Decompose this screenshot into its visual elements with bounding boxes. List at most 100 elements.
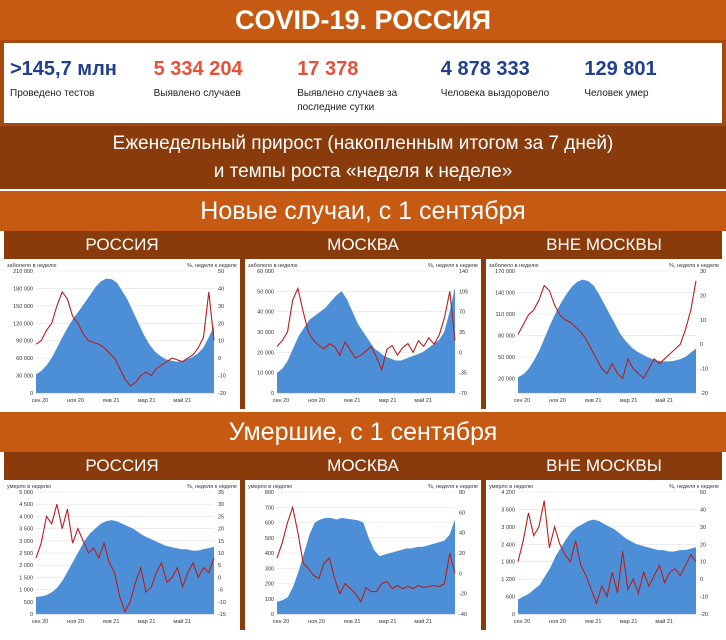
y-right-tick: 20 (218, 321, 224, 327)
page-title: COVID-19. РОССИЯ (0, 0, 726, 40)
y-left-tick: 20 000 (498, 377, 515, 383)
panel-divider (240, 231, 245, 409)
y-left-tick: 60 000 (16, 356, 33, 362)
section-title-deaths: Умершие, с 1 сентября (0, 412, 726, 452)
chart-svg: заболело в неделю %, неделя к неделе 20 00… (489, 263, 719, 404)
stat-recovered: 4 878 333 Человека выздоровело (435, 43, 579, 123)
y-left-tick: 1 200 (501, 577, 515, 583)
y-left-tick: 0 (30, 391, 33, 397)
y-left-tick: 50 000 (498, 355, 515, 361)
subtitle-line-2: и темпы роста «неделя к неделе» (213, 161, 513, 182)
y-left-tick: 1 000 (19, 588, 33, 594)
y-left-tick: 210 000 (13, 269, 33, 275)
chart-panel: МОСКВА заболело в неделю %, неделя к недел… (245, 231, 481, 409)
y-left-tick: 4 200 (501, 490, 515, 496)
y-left-tick: 0 (30, 612, 33, 618)
line-series (276, 505, 456, 604)
left-axis-label: умерло в неделю (489, 484, 533, 490)
y-right-tick: 30 (218, 304, 224, 310)
x-tick: сен 20 (514, 398, 531, 404)
y-left-tick: 110 000 (496, 312, 515, 318)
line-series (35, 504, 215, 613)
panel-divider (240, 452, 245, 630)
stat-deaths: 129 801 Человек умер (578, 43, 722, 123)
y-left-tick: 5 000 (19, 490, 33, 496)
x-tick: май 21 (655, 397, 673, 404)
y-right-tick: 105 (459, 289, 468, 295)
area-series (36, 278, 214, 393)
y-right-tick: -20 (700, 612, 708, 618)
area-series (277, 287, 455, 393)
y-right-tick: 5 (218, 563, 221, 569)
right-axis-label: %, неделя к неделе (669, 263, 719, 269)
y-right-tick: 10 (700, 318, 706, 324)
y-left-tick: 3 000 (501, 525, 515, 531)
left-axis-label: заболело в неделю (489, 263, 538, 269)
left-axis-label: умерло в неделю (248, 484, 292, 490)
chart-svg: заболело в неделю %, неделя к неделе 0 10 0… (248, 263, 478, 404)
y-left-tick: 170 000 (495, 269, 515, 275)
y-right-tick: 0 (459, 571, 462, 577)
left-axis-label: заболело в неделю (248, 263, 297, 269)
chart-svg: умерло в неделю%, неделя к неделе0100200… (248, 484, 478, 625)
panel-title: РОССИЯ (4, 231, 240, 259)
x-tick: янв 21 (344, 398, 361, 404)
x-tick: сен 20 (32, 398, 49, 404)
panel-title: ВНЕ МОСКВЫ (486, 231, 722, 259)
x-tick: мар 21 (620, 398, 638, 404)
y-left-tick: 10 000 (257, 371, 274, 377)
right-axis-label: %, неделя к неделе (669, 484, 719, 490)
x-tick: ноя 20 (308, 398, 325, 404)
y-left-tick: 30 000 (257, 330, 274, 336)
y-right-tick: 140 (459, 269, 468, 275)
y-left-tick: 180 000 (13, 286, 33, 292)
y-left-tick: 700 (265, 505, 274, 511)
area-series (36, 520, 214, 614)
y-left-tick: 2 000 (19, 563, 33, 569)
y-right-tick: 40 (218, 286, 224, 292)
y-right-tick: 0 (700, 577, 703, 583)
line-series (35, 290, 215, 387)
panel-title: МОСКВА (245, 231, 481, 259)
x-tick: ноя 20 (67, 619, 84, 625)
y-right-tick: 15 (218, 539, 224, 545)
x-tick: сен 20 (514, 619, 531, 625)
x-tick: мар 21 (138, 398, 156, 404)
panel-title: МОСКВА (245, 452, 481, 480)
panel-title: РОССИЯ (4, 452, 240, 480)
y-left-tick: 3 600 (501, 507, 515, 513)
y-left-tick: 50 000 (257, 289, 274, 295)
x-tick: ноя 20 (549, 398, 566, 404)
y-left-tick: 500 (24, 600, 33, 606)
right-axis-label: %, неделя к неделе (187, 484, 237, 490)
y-left-tick: 300 (265, 566, 274, 572)
x-tick: ноя 20 (308, 619, 325, 625)
x-tick: май 21 (655, 618, 673, 625)
y-left-tick: 4 500 (19, 502, 33, 508)
y-right-tick: -10 (218, 600, 226, 606)
y-left-tick: 120 000 (13, 321, 33, 327)
stats-box: >145,7 млн Проведено тестов 5 334 204 Вы… (4, 43, 722, 123)
x-tick: мар 21 (138, 619, 156, 625)
x-tick: янв 21 (103, 619, 120, 625)
area-series (277, 517, 455, 614)
right-axis-label: %, неделя к неделе (187, 263, 237, 269)
chart-svg: заболело в неделю %, неделя к неделе 0 30 0… (7, 263, 237, 404)
y-left-tick: 140 000 (495, 291, 515, 297)
stat-recovered-label: Человека выздоровело (440, 88, 550, 99)
stat-deaths-value: 129 801 (584, 58, 657, 80)
y-left-tick: 2 400 (501, 542, 515, 548)
y-left-tick: 80 000 (498, 334, 515, 340)
y-left-tick: 30 000 (16, 374, 33, 380)
y-left-tick: 200 (265, 582, 274, 588)
y-right-tick: 0 (700, 342, 703, 348)
right-axis-label: %, неделя к неделе (428, 263, 478, 269)
y-left-tick: 150 000 (13, 304, 33, 310)
y-left-tick: 800 (265, 490, 274, 496)
y-right-tick: 60 (459, 510, 465, 516)
x-tick: мар 21 (379, 398, 397, 404)
chart-panel: РОССИЯ умерло в неделю %, неделя к неделе 0… (4, 452, 240, 630)
stat-daily: 17 378 Выявлено случаев за последние сут… (291, 43, 435, 123)
y-left-tick: 600 (265, 521, 274, 527)
y-left-tick: 90 000 (16, 339, 33, 345)
